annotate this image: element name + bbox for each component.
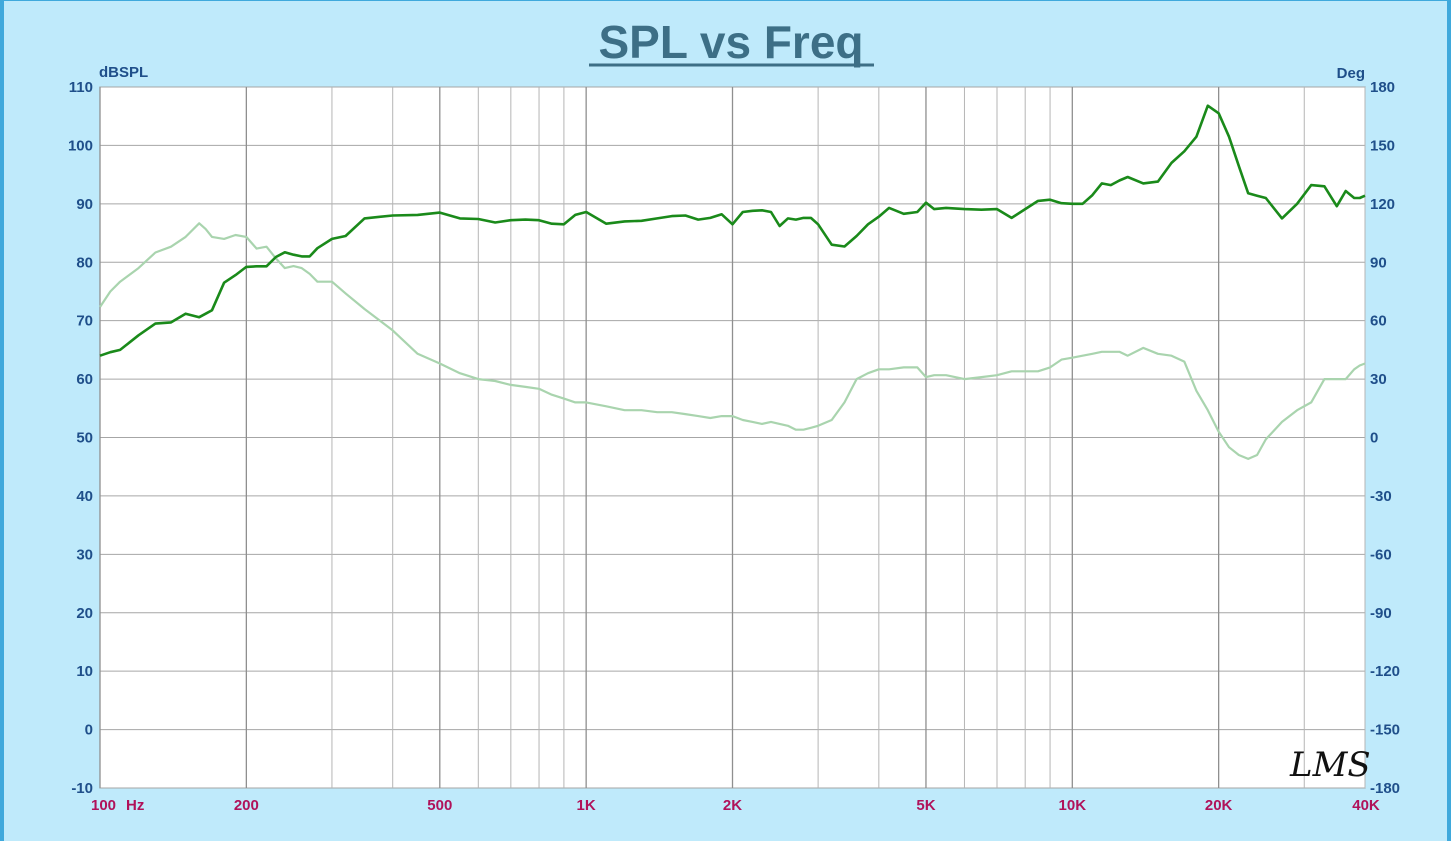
y2-tick-label: -90 <box>1370 605 1392 622</box>
y-tick-label: 10 <box>76 663 93 680</box>
y2-tick-label: 60 <box>1370 313 1387 330</box>
y-tick-label: 20 <box>76 605 93 622</box>
x-tick-label: 2K <box>723 797 742 814</box>
y2-tick-label: 0 <box>1370 430 1378 447</box>
y-tick-label: 0 <box>85 722 93 739</box>
y-tick-label: 100 <box>68 137 93 154</box>
y2-tick-label: -180 <box>1370 780 1400 797</box>
y2-tick-label: 30 <box>1370 371 1387 388</box>
y2-axis-label: Deg <box>1337 65 1365 82</box>
x-tick-label: 200 <box>234 797 259 814</box>
y2-tick-label: -30 <box>1370 488 1392 505</box>
grid-lines <box>99 86 1366 789</box>
y-tick-label: -10 <box>71 780 93 797</box>
y-tick-label: 60 <box>76 371 93 388</box>
x-tick-label: 100 <box>91 797 116 814</box>
x-tick-label: 5K <box>916 797 935 814</box>
y-axis-label: dBSPL <box>99 64 148 81</box>
lms-logo: LMS <box>1289 745 1371 785</box>
series-layer <box>99 104 1366 460</box>
x-tick-label: 1K <box>577 797 596 814</box>
y-tick-label: 80 <box>76 254 93 271</box>
x-axis-ticks: 100 200 500 1K 2K 5K 10K 20K 40K <box>91 797 1380 814</box>
y2-tick-label: -150 <box>1370 722 1400 739</box>
y2-tick-label: 180 <box>1370 79 1395 96</box>
y-tick-label: 40 <box>76 488 93 505</box>
phase-series-line <box>99 222 1366 460</box>
y-tick-label: 110 <box>69 79 93 96</box>
x-tick-label: 40K <box>1352 797 1380 814</box>
y-tick-label: 70 <box>76 313 93 330</box>
chart-title: SPL vs Freq <box>598 16 863 68</box>
x-tick-label: 20K <box>1205 797 1233 814</box>
x-tick-label: 500 <box>427 797 452 814</box>
x-tick-label: 10K <box>1059 797 1087 814</box>
y2-tick-label: 150 <box>1370 137 1395 154</box>
y-tick-label: 30 <box>76 546 93 563</box>
y2-tick-label: 120 <box>1370 196 1395 213</box>
spl-series-line <box>99 104 1366 357</box>
y2-tick-label: -60 <box>1370 546 1392 563</box>
y2-tick-label: -120 <box>1370 663 1400 680</box>
x-axis-unit: Hz <box>126 797 144 814</box>
y-tick-label: 50 <box>76 430 93 447</box>
y2-tick-label: 90 <box>1370 254 1387 271</box>
y2-axis-ticks: 180 150 120 90 60 30 0 -30 -60 -90 -120 -150 -180 <box>1370 79 1400 797</box>
y-tick-label: 90 <box>76 196 93 213</box>
